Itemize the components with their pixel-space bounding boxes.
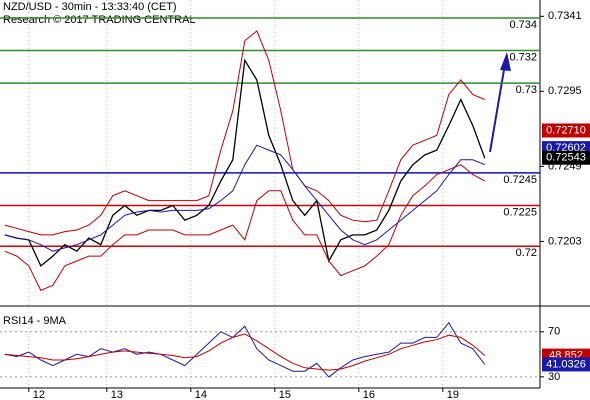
x-tick-label: 13 — [111, 389, 123, 400]
x-tick-label: 19 — [447, 389, 459, 400]
x-tick-label: 16 — [363, 389, 375, 400]
y-tick-label: 0.7341 — [548, 10, 582, 22]
level-label: 0.734 — [509, 19, 537, 31]
chart-title: NZD/USD - 30min - 13:33:40 (CET) — [3, 1, 177, 13]
rsi-title: RSI14 - 9MA — [3, 315, 67, 327]
chart-subtitle: Research © 2017 TRADING CENTRAL — [3, 14, 196, 26]
forecast-arrow — [489, 52, 511, 153]
x-tick-label: 15 — [279, 389, 291, 400]
series-line — [4, 144, 485, 252]
level-label: 0.7245 — [503, 174, 537, 186]
price-tag — [542, 150, 590, 165]
price-tag-label: 41.0326 — [546, 358, 586, 370]
series-line — [4, 164, 486, 291]
series-line — [4, 58, 486, 267]
level-label: 0.72 — [516, 247, 537, 259]
y-tick-label: 30 — [548, 371, 560, 383]
price-tag — [542, 357, 590, 372]
series-line — [4, 333, 486, 371]
series-line — [4, 321, 486, 378]
x-tick-label: 12 — [33, 389, 45, 400]
series-line — [4, 30, 485, 236]
y-tick-label: 0.7203 — [548, 235, 582, 247]
price-tag-label: 0.72710 — [546, 124, 586, 136]
price-tag-label: 0.72543 — [546, 152, 586, 164]
level-label: 0.7225 — [503, 206, 537, 218]
level-label: 0.73 — [516, 84, 537, 96]
x-tick-label: 14 — [195, 389, 207, 400]
price-tag — [542, 123, 590, 138]
y-tick-label: 0.7295 — [548, 85, 582, 97]
y-tick-label: 70 — [548, 326, 560, 338]
level-label: 0.732 — [509, 51, 537, 63]
